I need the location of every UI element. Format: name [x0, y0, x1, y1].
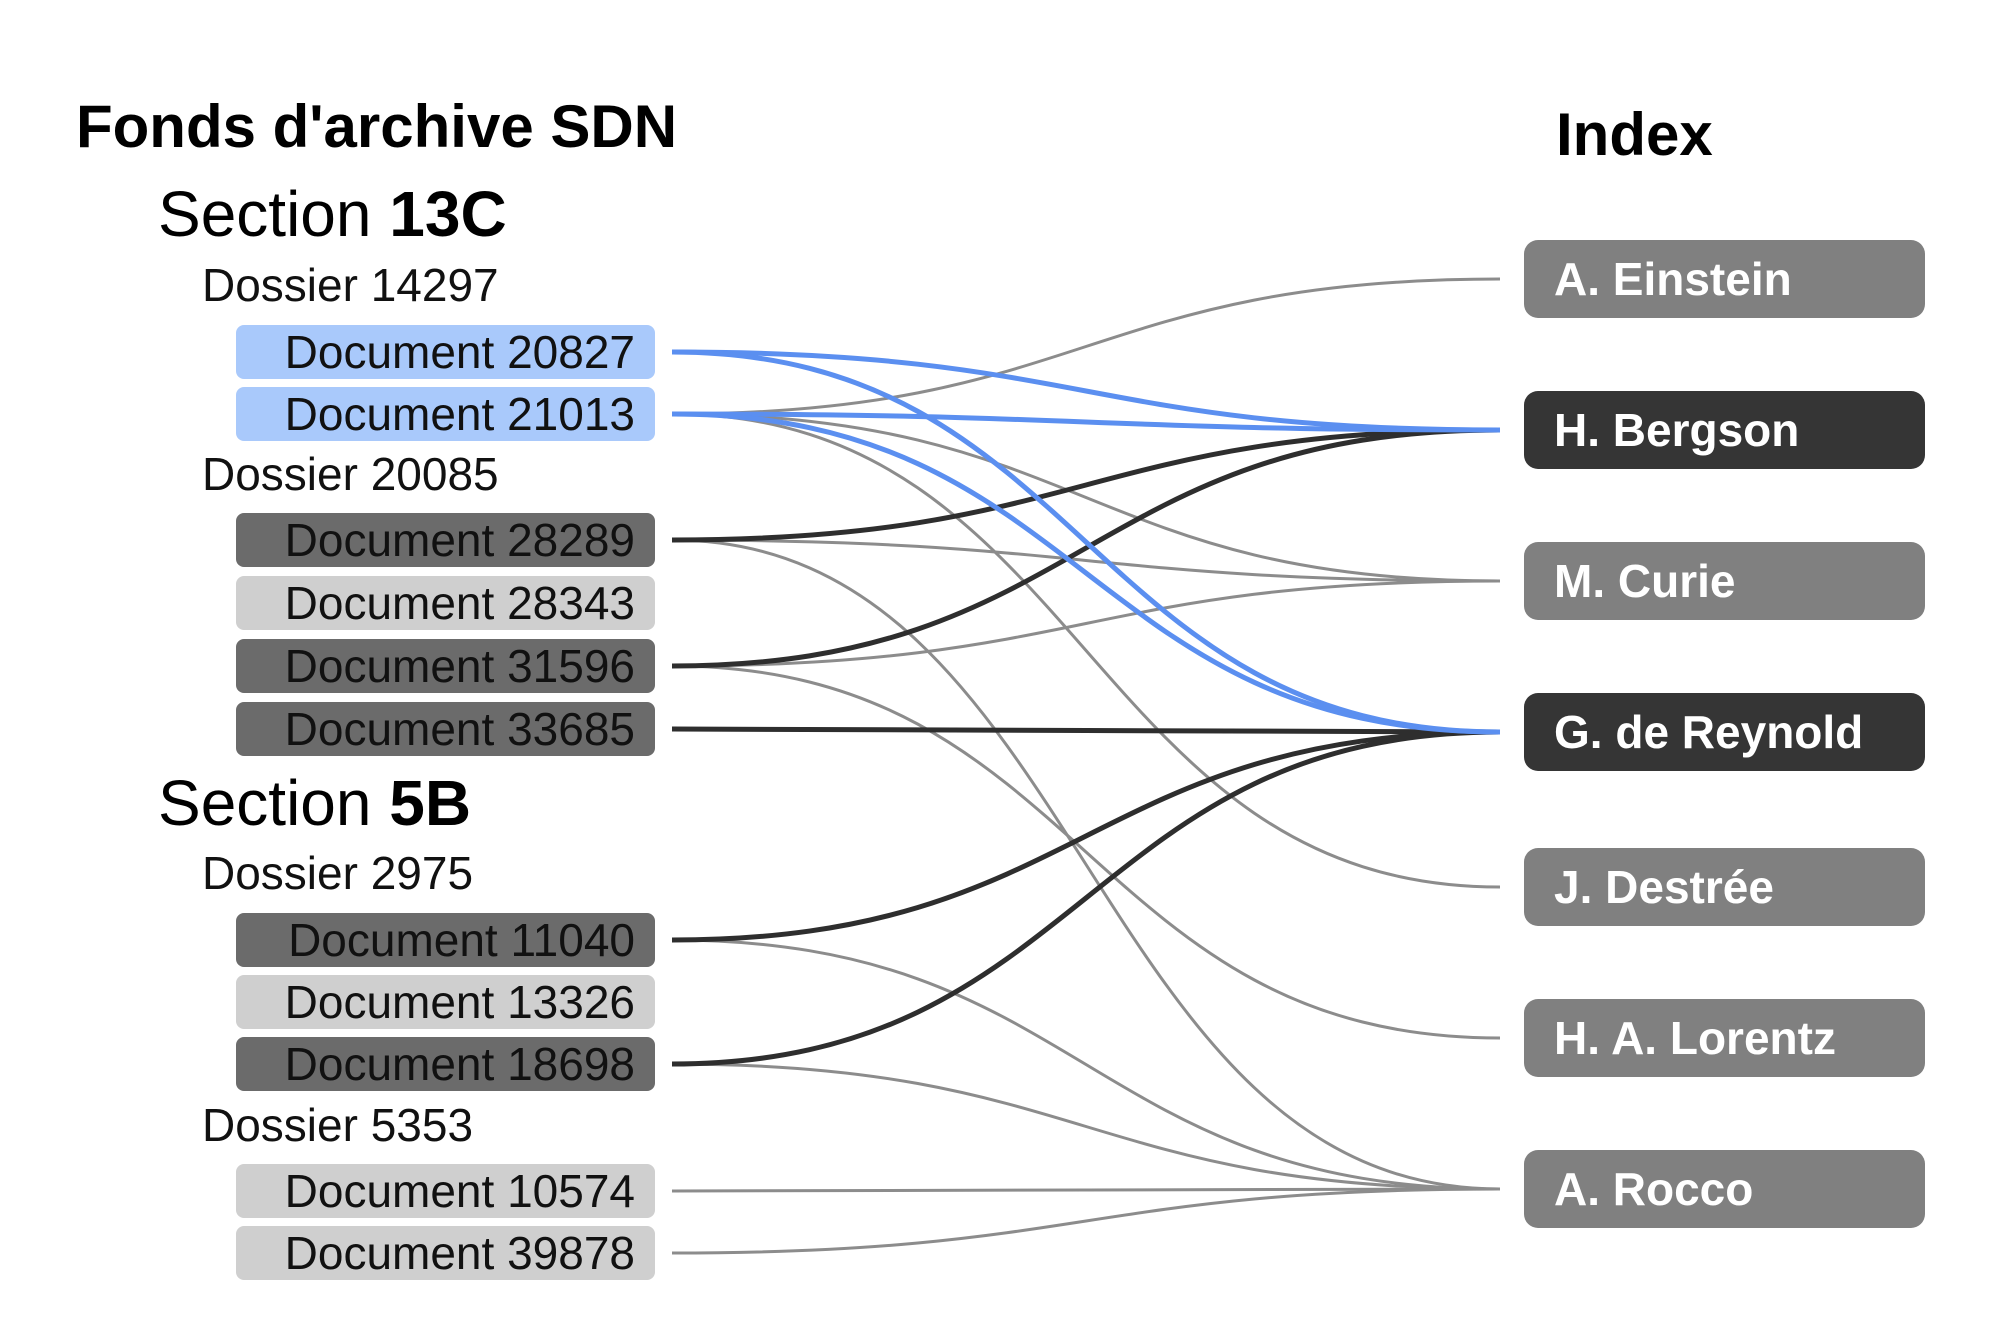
section-label: Section [158, 767, 372, 839]
link-line [671, 726, 1501, 735]
link-line [671, 729, 1501, 1067]
dossier-heading-5353: Dossier 5353 [202, 1099, 474, 1151]
link-line [671, 411, 1501, 735]
link-line [671, 1187, 1501, 1255]
index-entry-rocco[interactable]: A. Rocco [1524, 1150, 1925, 1228]
dossier-heading-14297: Dossier 14297 [202, 259, 499, 311]
document-item-11040[interactable]: Document 11040 [236, 913, 655, 967]
document-item-28343[interactable]: Document 28343 [236, 576, 655, 630]
index-entry-de-reynold[interactable]: G. de Reynold [1524, 693, 1925, 771]
section-heading-13c: Section 13C [158, 182, 507, 246]
index-entry-bergson[interactable]: H. Bergson [1524, 391, 1925, 469]
link-line [671, 538, 1501, 1191]
link-line [671, 664, 1501, 1040]
link-line [671, 412, 1501, 583]
document-item-10574[interactable]: Document 10574 [236, 1164, 655, 1218]
document-item-33685[interactable]: Document 33685 [236, 702, 655, 756]
section-heading-5b: Section 5B [158, 771, 471, 835]
index-entry-einstein[interactable]: A. Einstein [1524, 240, 1925, 318]
link-line [671, 427, 1501, 669]
link-line [671, 729, 1501, 943]
link-line [671, 538, 1501, 583]
document-item-20827[interactable]: Document 20827 [236, 325, 655, 379]
link-line [671, 349, 1501, 433]
dossier-heading-20085: Dossier 20085 [202, 448, 499, 500]
link-line [671, 1062, 1501, 1191]
document-item-28289[interactable]: Document 28289 [236, 513, 655, 567]
dossier-heading-2975: Dossier 2975 [202, 847, 474, 899]
document-item-18698[interactable]: Document 18698 [236, 1037, 655, 1091]
document-item-21013[interactable]: Document 21013 [236, 387, 655, 441]
link-line [671, 277, 1501, 416]
index-title: Index [1556, 101, 1713, 168]
link-line [671, 1187, 1501, 1193]
link-line [671, 579, 1501, 668]
archive-title: Fonds d'archive SDN [76, 93, 678, 160]
index-entry-destree[interactable]: J. Destrée [1524, 848, 1925, 926]
link-line [671, 938, 1501, 1191]
link-line [671, 412, 1501, 889]
section-id: 5B [389, 767, 472, 839]
link-line [671, 349, 1501, 735]
section-id: 13C [389, 178, 507, 250]
index-entry-lorentz[interactable]: H. A. Lorentz [1524, 999, 1925, 1077]
document-item-13326[interactable]: Document 13326 [236, 975, 655, 1029]
index-entry-curie[interactable]: M. Curie [1524, 542, 1925, 620]
link-line [671, 411, 1501, 433]
document-item-39878[interactable]: Document 39878 [236, 1226, 655, 1280]
section-label: Section [158, 178, 372, 250]
link-line [671, 427, 1501, 543]
document-item-31596[interactable]: Document 31596 [236, 639, 655, 693]
